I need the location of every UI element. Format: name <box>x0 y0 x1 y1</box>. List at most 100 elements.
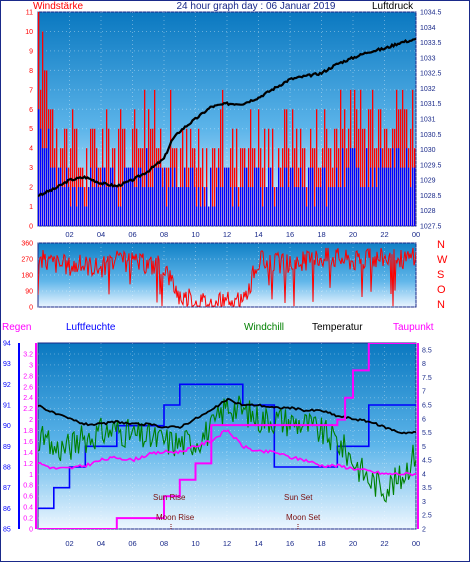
dewpoint-line <box>38 429 416 477</box>
x-tick-label: 22 <box>380 230 388 239</box>
wind-average-bar <box>350 148 352 226</box>
wind-average-bar <box>180 187 182 226</box>
wind-average-bar <box>290 167 292 226</box>
wind-average-bar <box>264 187 266 226</box>
wind-average-bar <box>338 187 340 226</box>
rain-tick-label: 2.2 <box>23 406 33 413</box>
wind-tick-label: 0 <box>29 224 33 231</box>
wind-average-bar <box>150 187 152 226</box>
wind-average-bar <box>394 167 396 226</box>
wind-tick-label: 6 <box>29 107 33 114</box>
wind-average-bar <box>406 148 408 226</box>
wind-average-bar <box>280 187 282 226</box>
wind-average-bar <box>356 167 358 226</box>
wind-average-bar <box>410 187 412 226</box>
wind-average-bar <box>370 167 372 226</box>
wind-average-bar <box>346 167 348 226</box>
temperature-tick-label: 8.5 <box>422 347 432 354</box>
wind-gust-bar <box>152 128 154 226</box>
x-tick-label: 14 <box>254 539 262 548</box>
pressure-tick-label: 1033.5 <box>420 40 442 47</box>
wind-gust-bar <box>120 109 122 226</box>
wind-average-bar <box>136 187 138 226</box>
humidity-tick-label: 92 <box>3 382 11 389</box>
x-tick-label: 20 <box>349 539 357 548</box>
wind-gust-bar <box>198 128 200 226</box>
wind-average-bar <box>390 167 392 226</box>
wind-average-bar <box>106 187 108 226</box>
temperature-tick-label: 3 <box>422 499 426 506</box>
wind-average-bar <box>364 187 366 226</box>
wind-average-bar <box>402 167 404 226</box>
wind-average-bar <box>348 167 350 226</box>
humidity-tick-label: 89 <box>3 444 11 451</box>
wind-gust-bar <box>340 89 342 226</box>
wind-average-bar <box>116 187 118 226</box>
x-tick-label: 22 <box>380 539 388 548</box>
direction-tick-label: 360 <box>21 241 33 248</box>
direction-axis-ticks: 0 90 180 270 360 <box>21 241 33 312</box>
wind-average-bar <box>232 206 234 226</box>
wind-gust-bar <box>296 128 298 226</box>
rain-tick-label: 1.2 <box>23 461 33 468</box>
temperature-humidity-panel: Regen Luftfeuchte Windchill Temperatur T… <box>2 322 434 548</box>
x-tick-label: 12 <box>223 539 231 548</box>
wind-gust-bar <box>220 109 222 226</box>
wind-gust-bar <box>314 148 316 226</box>
wind-average-bar <box>260 187 262 226</box>
wind-average-bar <box>88 187 90 226</box>
wind-average-bar <box>392 148 394 226</box>
humidity-line <box>38 383 416 510</box>
wind-gust-bar <box>232 128 234 226</box>
humidity-axis-ticks: 85 86 87 88 89 90 91 92 93 94 <box>3 341 11 534</box>
wind-average-bar <box>134 187 136 226</box>
pressure-axis-label: Luftdruck <box>372 1 414 12</box>
wind-gust-bar <box>94 128 96 226</box>
wind-average-bar <box>98 187 100 226</box>
temperature-axis-ticks: 2 2.5 3 3.5 4 4.5 5 5.5 6 6.5 7 7.5 8 8.5 <box>422 347 432 533</box>
wind-tick-label: 9 <box>29 48 33 55</box>
wind-average-bar <box>84 206 86 226</box>
wind-gust-bar <box>118 128 120 226</box>
wind-tick-label: 7 <box>29 87 33 94</box>
wind-average-bar <box>184 167 186 226</box>
wind-average-bar <box>120 206 122 226</box>
wind-average-bar <box>76 206 78 226</box>
x-tick-label: 20 <box>349 230 357 239</box>
wind-average-bar <box>68 187 70 226</box>
wind-average-bar <box>236 187 238 226</box>
wind-average-bar <box>200 206 202 226</box>
wind-average-bar <box>122 187 124 226</box>
wind-average-bar <box>118 206 120 226</box>
rain-tick-label: 2 <box>29 417 33 424</box>
x-tick-label: 06 <box>128 230 136 239</box>
wind-average-bar <box>58 167 60 226</box>
humidity-tick-label: 90 <box>3 423 11 430</box>
wind-gust-bar <box>326 128 328 226</box>
wind-average-bar <box>384 167 386 226</box>
wind-average-bar <box>246 167 248 226</box>
wind-average-bar <box>308 167 310 226</box>
pressure-tick-label: 1031 <box>420 117 436 124</box>
wind-average-bar <box>158 167 160 226</box>
pressure-tick-label: 1029.5 <box>420 162 442 169</box>
rain-tick-label: 1 <box>29 472 33 479</box>
wind-average-bar <box>316 187 318 226</box>
humidity-tick-label: 85 <box>3 527 11 534</box>
wind-average-bar <box>328 187 330 226</box>
wind-average-bar <box>266 187 268 226</box>
wind-gust-bar <box>56 128 58 226</box>
wind-gust-bar <box>134 109 136 226</box>
wind-average-bar <box>366 148 368 226</box>
wind-average-bar <box>222 187 224 226</box>
wind-tick-label: 4 <box>29 146 33 153</box>
wind-gust-bar <box>334 128 336 226</box>
wind-average-bar <box>46 148 48 226</box>
chart-title: 24 hour graph day : 06 Januar 2019 <box>176 1 335 12</box>
wind-gust-bar <box>214 148 216 226</box>
wind-tick-label: 10 <box>25 29 33 36</box>
wind-average-bar <box>386 167 388 226</box>
wind-average-bar <box>176 187 178 226</box>
x-tick-label: 06 <box>128 539 136 548</box>
